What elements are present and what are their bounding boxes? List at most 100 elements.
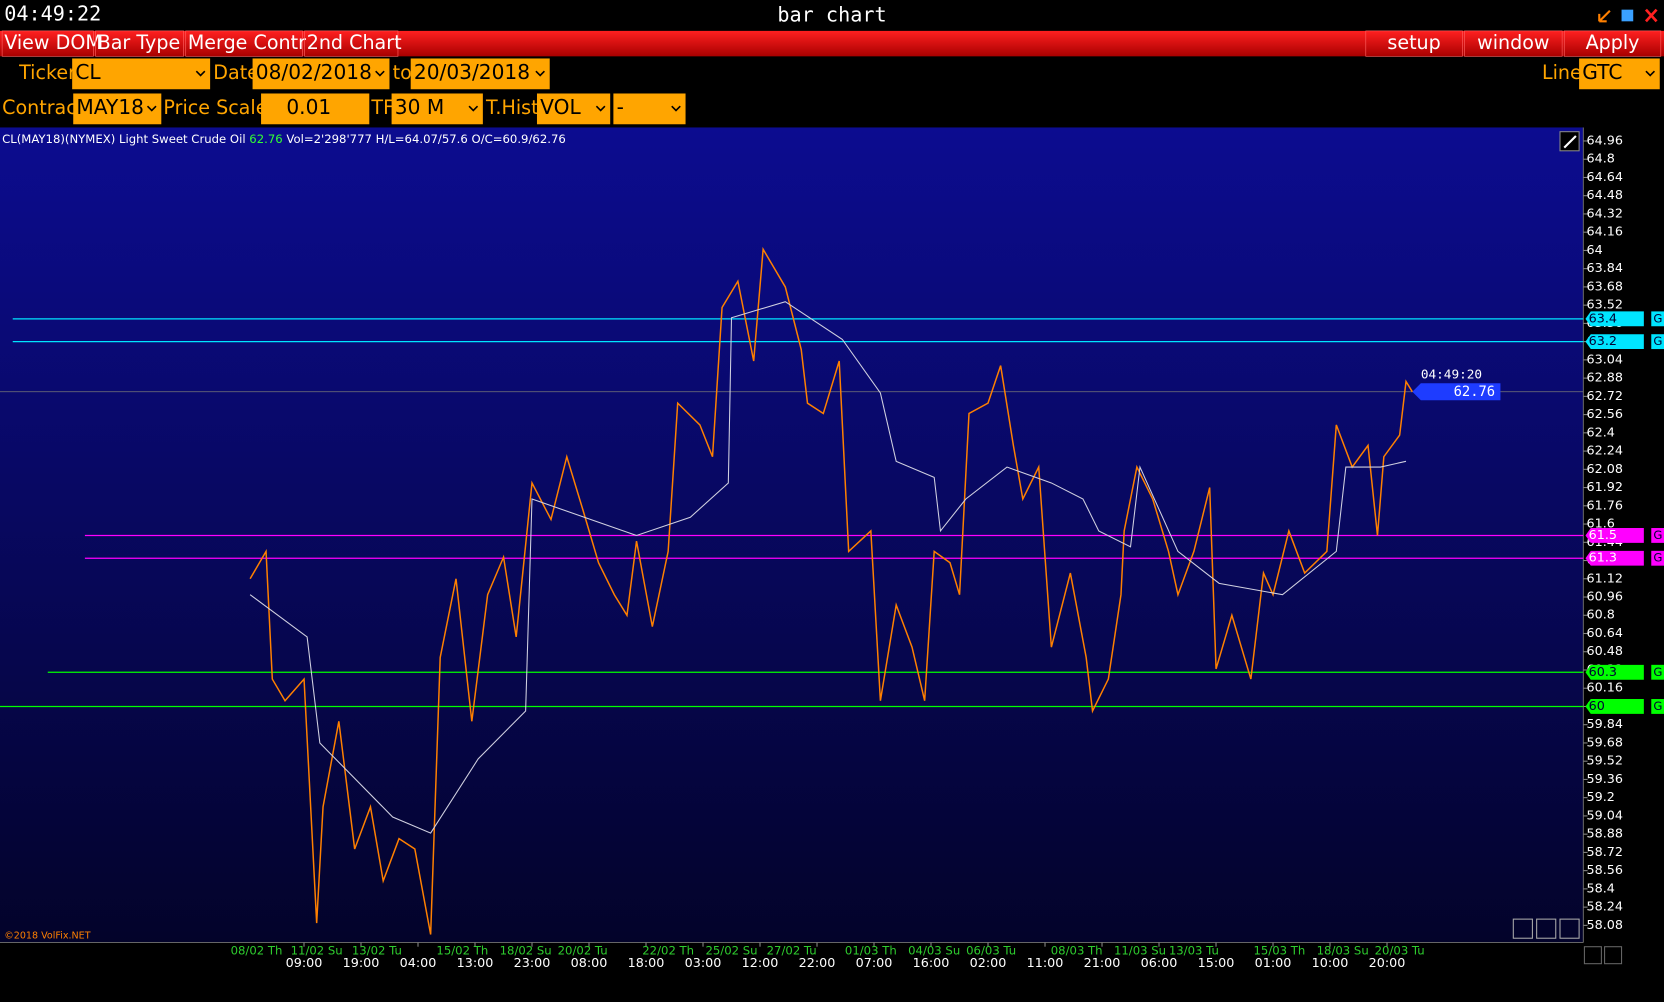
field-value: 20/03/2018: [414, 60, 530, 84]
field-label: Contract: [2, 96, 85, 119]
level-g-box: [1651, 699, 1664, 714]
field-label: T.Hist: [485, 96, 539, 119]
dropdown-arrow: [1645, 70, 1656, 77]
field-box[interactable]: [410, 58, 550, 90]
scroll-right[interactable]: [1604, 946, 1623, 965]
price-line: [249, 246, 1414, 935]
level-label: 63.2: [1589, 334, 1617, 349]
y-tick-label: 64.96: [1587, 133, 1623, 148]
menu-button[interactable]: [304, 30, 399, 57]
menu-button[interactable]: [1563, 30, 1662, 57]
y-tick-label: 59.68: [1587, 735, 1623, 750]
date-tick-label: 06/03 Tu: [966, 943, 1016, 957]
level-g: G: [1653, 334, 1662, 348]
y-tick-label: 61.6: [1587, 517, 1615, 532]
y-tick-label: 60.16: [1587, 681, 1623, 696]
field-box[interactable]: [73, 93, 162, 125]
x-tick-label: 15:00: [1198, 956, 1235, 971]
info-text: CL(MAY18)(NYMEX) Light Sweet Crude Oil 6…: [2, 132, 566, 146]
menu-button[interactable]: [1, 30, 94, 57]
dropdown-arrow: [671, 105, 681, 112]
date-tick-label: 20/02 Tu: [558, 943, 608, 957]
dropdown-arrow: [595, 105, 606, 112]
y-tick-label: 64.48: [1587, 188, 1623, 203]
x-tick-label: 12:00: [742, 956, 779, 971]
menu-button[interactable]: [185, 30, 303, 57]
y-tick-label: 59.04: [1587, 808, 1623, 823]
last-price-box: [1412, 383, 1501, 401]
field-value: 30 M: [395, 95, 444, 119]
date-tick-label: 15/02 Th: [436, 943, 488, 957]
x-tick-label: 08:00: [571, 956, 608, 971]
level-tag-box: [1585, 334, 1644, 350]
x-tick-label: 07:00: [856, 956, 893, 971]
menu-label: Merge Contr: [188, 31, 306, 54]
y-tick-label: 59.84: [1587, 717, 1623, 732]
level-tag-box: [1585, 550, 1644, 566]
x-tick-label: 03:00: [685, 956, 722, 971]
field-box[interactable]: [261, 93, 370, 125]
grid-tool[interactable]: [1512, 918, 1533, 939]
date-tick-label: 18/03 Su: [1317, 943, 1369, 957]
level-g: G: [1653, 551, 1662, 565]
x-tick-label: 20:00: [1369, 956, 1406, 971]
y-tick-label: 59.36: [1587, 772, 1623, 787]
minimize-button[interactable]: [1598, 9, 1611, 23]
zoom-tool[interactable]: [1559, 918, 1580, 939]
menu-label: setup: [1387, 31, 1440, 54]
field-label: TF: [370, 96, 394, 119]
window-title: bar chart: [777, 3, 886, 27]
date-tick-label: 27/02 Tu: [767, 943, 817, 957]
field-label: Price Scale: [163, 96, 267, 119]
level-g: G: [1653, 665, 1662, 679]
x-tick-label: 16:00: [913, 956, 950, 971]
y-tick-label: 58.56: [1587, 863, 1623, 878]
date-tick-label: 11/02 Su: [291, 943, 343, 957]
last-time: 04:49:20: [1421, 367, 1482, 382]
field-box[interactable]: [1579, 58, 1660, 90]
menu-label: Apply: [1586, 31, 1640, 54]
close-button[interactable]: [1644, 8, 1658, 23]
pencil-icon: [1563, 135, 1577, 149]
field-value: 0.01: [286, 95, 331, 119]
y-tick-label: 59.52: [1587, 754, 1623, 769]
field-value: MAY18: [76, 95, 144, 119]
menu-button[interactable]: [1365, 30, 1463, 57]
field-box[interactable]: [391, 93, 483, 125]
menu-label: 2nd Chart: [307, 31, 402, 54]
date-tick-label: 04/03 Su: [908, 943, 960, 957]
y-tick-label: 60.8: [1587, 608, 1615, 623]
menu-label: View DOM: [4, 31, 102, 54]
field-value: CL: [75, 60, 101, 84]
menu-button[interactable]: [95, 30, 184, 57]
level-label: 60: [1589, 699, 1605, 714]
y-tick-label: 59.2: [1587, 790, 1615, 805]
y-tick-label: 60.96: [1587, 590, 1623, 605]
dropdown-arrow: [195, 70, 206, 77]
y-tick-label: 61.92: [1587, 480, 1623, 495]
table-tool[interactable]: [1536, 918, 1557, 939]
maximize-button[interactable]: [1621, 9, 1634, 22]
chart-tools: [1512, 918, 1623, 965]
level-g-box: [1651, 334, 1664, 350]
level-tag-box: [1585, 528, 1644, 543]
x-tick-label: 01:00: [1255, 956, 1292, 971]
x-tick-label: 09:00: [286, 956, 323, 971]
x-tick-label: 13:00: [457, 956, 494, 971]
y-tick-label: 58.4: [1587, 881, 1615, 896]
menu-button[interactable]: [1464, 30, 1563, 57]
y-tick-label: 64.8: [1587, 152, 1615, 167]
scroll-left[interactable]: [1583, 946, 1602, 965]
level-label: 61.3: [1589, 551, 1617, 566]
field-label: Date: [213, 61, 259, 84]
dropdown-arrow: [468, 105, 479, 112]
clock: 04:49:22: [4, 1, 101, 25]
y-tick-label: 58.72: [1587, 845, 1623, 860]
field-label: to: [393, 61, 412, 84]
y-tick-label: 60.64: [1587, 626, 1623, 641]
date-tick-label: 01/03 Th: [845, 943, 897, 957]
field-box[interactable]: [252, 58, 390, 90]
moving-average-line: [249, 301, 1407, 834]
field-box[interactable]: [72, 58, 211, 90]
